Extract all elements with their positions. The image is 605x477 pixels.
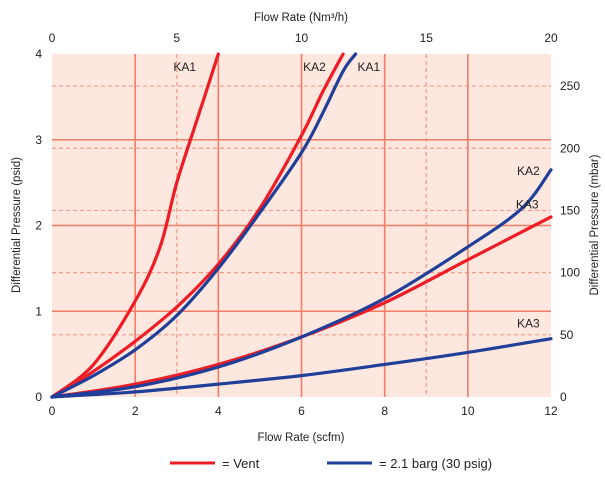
curve-label-ka3: KA3 (517, 317, 540, 331)
x2-tick-label: 5 (173, 31, 180, 45)
y2-tick-label: 200 (560, 141, 580, 155)
grid (52, 54, 551, 397)
x-axis-label: Flow Rate (scfm) (258, 432, 345, 444)
legend-label-pressurized: = 2.1 barg (30 psig) (379, 456, 492, 471)
series-line-pressurized-ka2 (50, 168, 553, 399)
y-tick-label: 0 (35, 390, 42, 404)
y-tick-label: 3 (35, 133, 42, 147)
x-tick-label: 4 (215, 404, 222, 418)
y2-tick-label: 0 (560, 390, 567, 404)
curve-label-ka2: KA2 (303, 60, 326, 74)
x-tick-label: 0 (49, 404, 56, 418)
y-axis-label: Differential Pressure (psid) (11, 157, 23, 293)
y-tick-label: 1 (35, 304, 42, 318)
x-tick-label: 8 (381, 404, 388, 418)
x2-axis-label: Flow Rate (Nm³/h) (254, 12, 348, 24)
curve-labels: KA1 KA2 KA1 KA2 KA3 KA3 (173, 60, 540, 331)
y-tick-label: 4 (35, 47, 42, 61)
curve-label-ka3: KA3 (516, 198, 539, 212)
y-tick-label: 2 (35, 219, 42, 233)
curve-label-ka1: KA1 (358, 60, 381, 74)
x2-tick-label: 0 (49, 31, 56, 45)
legend-label-vent: = Vent (222, 456, 260, 471)
x-tick-label: 2 (132, 404, 139, 418)
x-tick-label: 10 (461, 404, 475, 418)
series-line-vent-ka1 (50, 52, 220, 399)
x2-tick-label: 10 (295, 31, 309, 45)
x2-tick-label: 20 (544, 31, 558, 45)
legend: = Vent = 2.1 barg (30 psig) (170, 456, 492, 471)
series-line-vent-ka2 (50, 52, 345, 399)
curve-label-ka1: KA1 (173, 60, 196, 74)
x-tick-label: 12 (544, 404, 558, 418)
y2-tick-label: 150 (560, 203, 580, 217)
x-tick-label: 6 (298, 404, 305, 418)
series-line-pressurized-ka1 (50, 52, 358, 399)
y2-tick-label: 100 (560, 266, 580, 280)
curve-label-ka2: KA2 (517, 164, 540, 178)
y2-axis-label: Differential Pressure (mbar) (589, 154, 601, 295)
x2-tick-label: 15 (420, 31, 434, 45)
series-line-pressurized-ka3 (50, 337, 553, 399)
curves (50, 52, 553, 399)
y2-tick-label: 250 (560, 79, 580, 93)
y2-tick-label: 50 (560, 328, 574, 342)
